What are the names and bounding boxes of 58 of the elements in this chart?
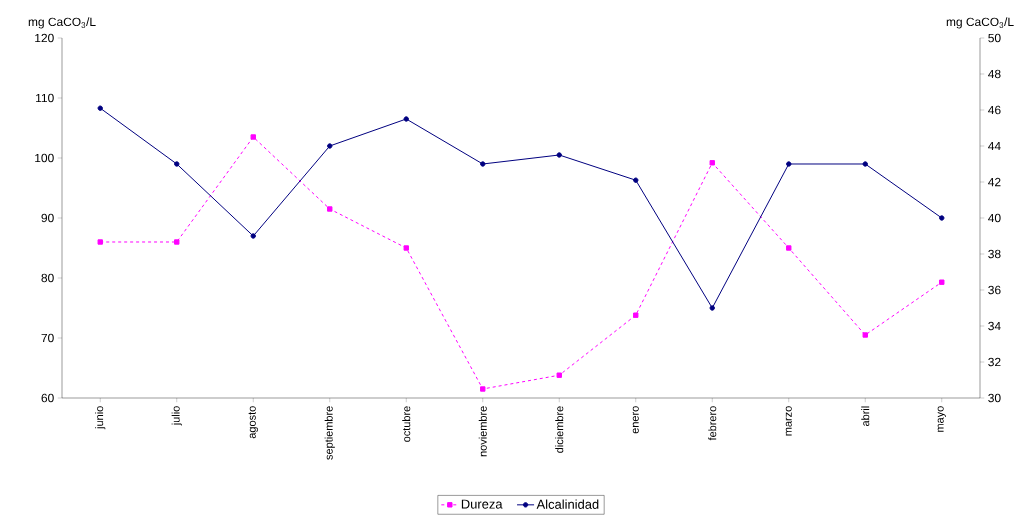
y2-axis-title: mg CaCO$_{3}$/L — [946, 17, 1014, 29]
point — [556, 152, 562, 158]
y2-tick-label: 34 — [988, 321, 1001, 331]
y-tick-label: 70 — [41, 333, 54, 343]
x-tick-label: octubre — [402, 406, 411, 442]
point — [174, 161, 180, 167]
point — [327, 206, 333, 212]
y-tick-label: 100 — [35, 153, 54, 163]
y2-tick-label: 44 — [988, 141, 1001, 151]
y2-tick-label: 38 — [988, 249, 1001, 259]
point — [250, 134, 256, 140]
y-tick-label: 110 — [36, 93, 54, 103]
point — [403, 116, 409, 122]
y2-tick-label: 40 — [988, 213, 1001, 223]
legend-label: Alcalinidad — [536, 499, 599, 509]
point — [862, 161, 868, 167]
y2-tick-label: 50 — [988, 33, 1001, 43]
point — [939, 279, 945, 285]
x-tick-label: marzo — [785, 406, 792, 436]
point — [786, 245, 792, 251]
x-tick-label: enero — [632, 406, 639, 434]
point — [709, 160, 715, 166]
point — [556, 372, 562, 378]
x-tick-label: noviembre — [478, 406, 487, 457]
x-tick-label: abril — [861, 406, 870, 427]
point — [403, 245, 409, 251]
point — [862, 332, 868, 338]
x-tick-label: julio — [171, 406, 182, 426]
y-tick-label: 90 — [41, 213, 54, 223]
legend-label: Dureza — [461, 499, 503, 509]
x-tick-label: septiembre — [324, 406, 335, 460]
point — [939, 215, 945, 221]
y2-tick-label: 32 — [988, 357, 1001, 367]
point — [97, 239, 103, 245]
x-tick-label: febrero — [708, 406, 717, 441]
point — [97, 105, 103, 111]
point — [327, 143, 333, 149]
point — [480, 161, 486, 167]
point — [786, 161, 792, 167]
x-tick-label: agosto — [248, 406, 258, 439]
y-axis-title: mg CaCO$_{3}$/L — [28, 17, 96, 29]
point — [480, 386, 486, 392]
y2-tick-label: 30 — [988, 393, 1001, 403]
point — [633, 312, 639, 318]
x-tick-label: junio — [95, 406, 106, 430]
y2-tick-label: 42 — [988, 177, 1001, 187]
y2-tick-label: 36 — [988, 285, 1001, 295]
y2-tick-label: 46 — [988, 105, 1001, 115]
x-tick-label: mayo — [937, 406, 946, 432]
y-tick-label: 60 — [41, 393, 54, 403]
y-tick-label: 80 — [41, 273, 54, 283]
y-tick-label: 120 — [35, 33, 54, 43]
y2-tick-label: 48 — [988, 69, 1001, 79]
x-tick-label: diciembre — [555, 406, 564, 453]
point — [633, 177, 639, 183]
point — [174, 239, 180, 245]
point — [709, 305, 715, 311]
point — [250, 233, 256, 239]
